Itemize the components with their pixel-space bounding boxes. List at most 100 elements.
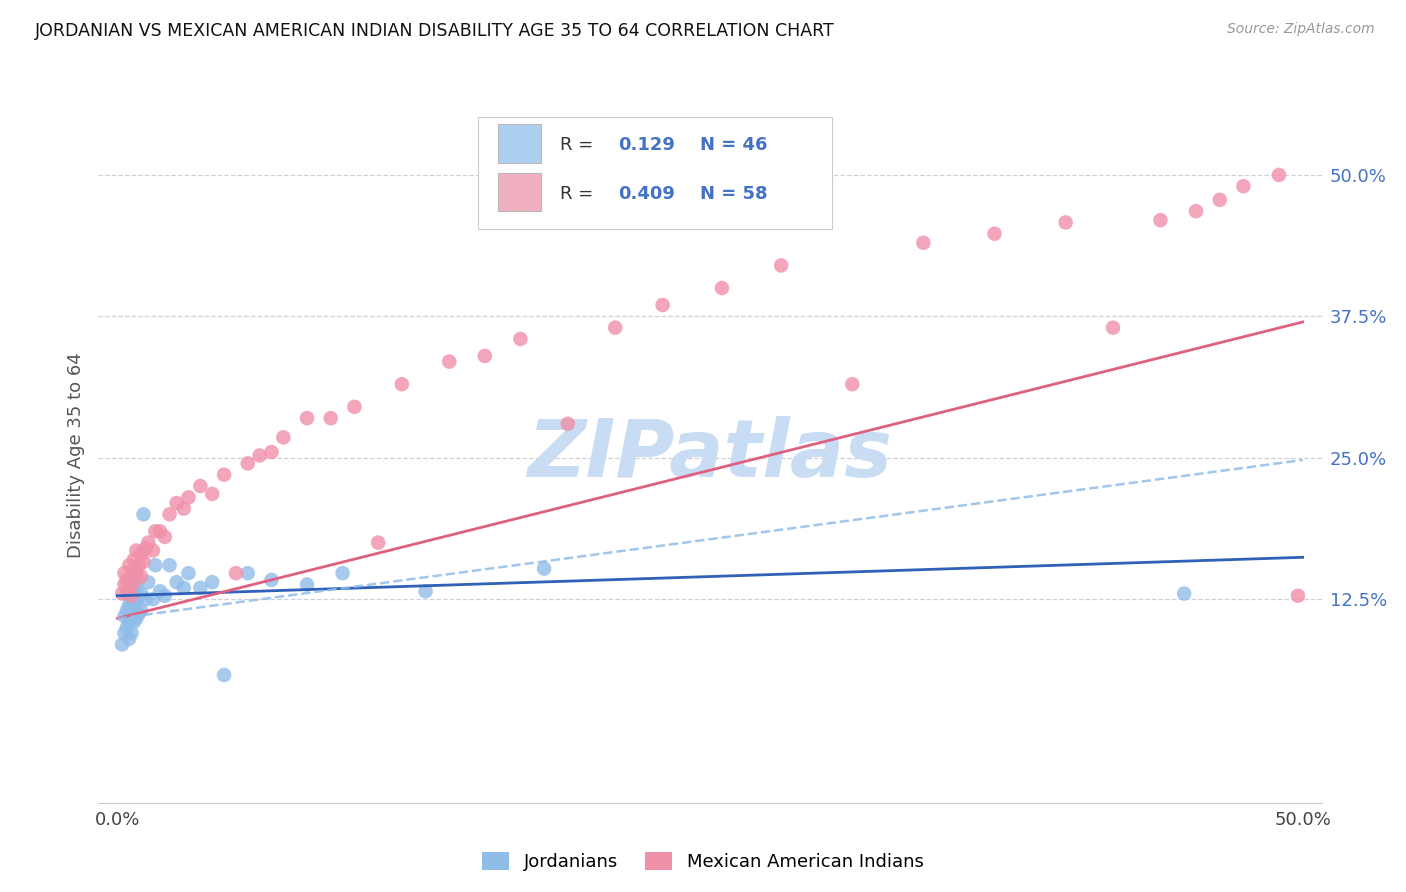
Point	[841, 377, 863, 392]
Text: N = 58: N = 58	[700, 185, 768, 203]
Point	[142, 592, 165, 607]
Point	[121, 609, 143, 624]
Point	[509, 332, 531, 346]
Point	[114, 626, 136, 640]
Point	[125, 596, 148, 610]
Point	[121, 626, 143, 640]
Point	[651, 298, 673, 312]
Point	[111, 637, 134, 651]
Point	[249, 449, 271, 463]
Point	[149, 524, 172, 539]
Point	[1208, 193, 1232, 207]
Point	[1149, 213, 1171, 227]
Point	[118, 586, 141, 600]
Point	[1286, 589, 1309, 603]
Point	[236, 566, 259, 581]
Point	[260, 445, 283, 459]
Point	[159, 508, 181, 522]
Point	[125, 577, 148, 591]
Point	[121, 592, 143, 607]
Point	[121, 575, 143, 590]
Point	[122, 584, 145, 599]
FancyBboxPatch shape	[478, 118, 832, 229]
Point	[118, 575, 141, 590]
Point	[173, 581, 195, 595]
Point	[114, 566, 136, 581]
Point	[439, 354, 461, 368]
Point	[159, 558, 181, 573]
Point	[153, 530, 176, 544]
Point	[143, 558, 166, 573]
Point	[236, 457, 259, 471]
Point	[128, 589, 150, 603]
Point	[122, 615, 145, 629]
Point	[1054, 215, 1077, 229]
Point	[129, 547, 152, 561]
Point	[136, 575, 159, 590]
Point	[1102, 320, 1125, 334]
Text: N = 46: N = 46	[700, 136, 768, 154]
Point	[118, 598, 141, 612]
Text: 0.409: 0.409	[619, 185, 675, 203]
Point	[128, 558, 150, 573]
Point	[1232, 179, 1254, 194]
Point	[367, 535, 389, 549]
Point	[135, 541, 157, 556]
Point	[391, 377, 413, 392]
Text: ZIPatlas: ZIPatlas	[527, 416, 893, 494]
Point	[166, 496, 188, 510]
Point	[295, 577, 318, 591]
Text: R =: R =	[560, 136, 599, 154]
Point	[115, 586, 138, 600]
Point	[115, 573, 138, 587]
Point	[118, 632, 141, 646]
Point	[177, 491, 200, 505]
Point	[188, 581, 212, 595]
Point	[153, 589, 176, 603]
Point	[125, 611, 148, 625]
Y-axis label: Disability Age 35 to 64: Disability Age 35 to 64	[66, 352, 84, 558]
Point	[1185, 204, 1208, 219]
Point	[188, 479, 212, 493]
Point	[115, 603, 138, 617]
Point	[912, 235, 935, 250]
Point	[177, 566, 200, 581]
Point	[605, 320, 627, 334]
Point	[415, 584, 437, 599]
Point	[533, 561, 555, 575]
Text: Source: ZipAtlas.com: Source: ZipAtlas.com	[1227, 22, 1375, 37]
Point	[132, 555, 155, 569]
Point	[1268, 168, 1291, 182]
Point	[474, 349, 496, 363]
Point	[343, 400, 366, 414]
Point	[135, 592, 157, 607]
Point	[129, 603, 152, 617]
Point	[225, 566, 247, 581]
Point	[128, 607, 150, 621]
Point	[212, 467, 235, 482]
Point	[125, 543, 148, 558]
Legend: Jordanians, Mexican American Indians: Jordanians, Mexican American Indians	[475, 845, 931, 879]
Text: 0.129: 0.129	[619, 136, 675, 154]
Point	[295, 411, 318, 425]
Point	[118, 558, 141, 573]
Point	[166, 575, 188, 590]
Point	[122, 575, 145, 590]
Point	[121, 564, 143, 578]
Point	[332, 566, 354, 581]
Point	[143, 524, 166, 539]
Point	[1173, 586, 1195, 600]
Point	[173, 501, 195, 516]
Point	[149, 584, 172, 599]
Point	[260, 573, 283, 587]
Text: R =: R =	[560, 185, 599, 203]
Point	[212, 668, 235, 682]
Point	[319, 411, 342, 425]
FancyBboxPatch shape	[498, 173, 541, 211]
FancyBboxPatch shape	[498, 124, 541, 162]
Point	[136, 535, 159, 549]
Point	[118, 615, 141, 629]
Point	[201, 575, 224, 590]
Point	[273, 430, 295, 444]
Point	[983, 227, 1005, 241]
